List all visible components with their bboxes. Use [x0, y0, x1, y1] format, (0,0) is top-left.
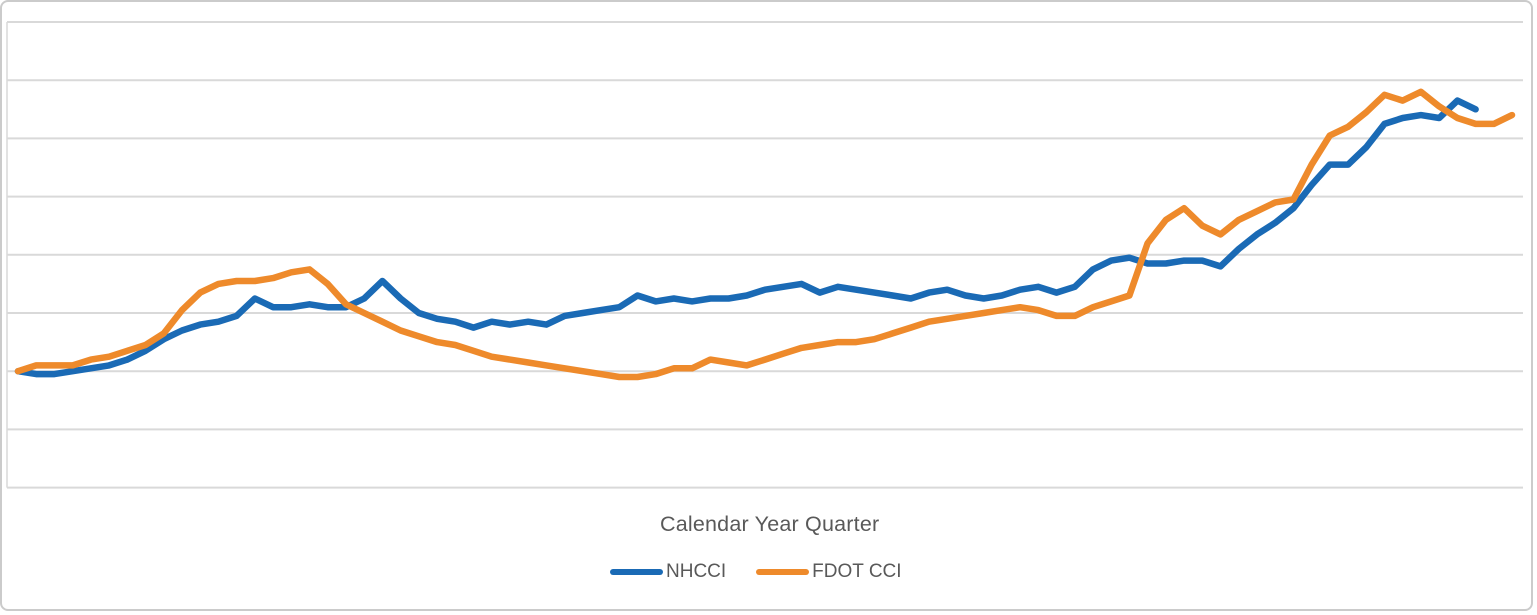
- x-axis-title: Calendar Year Quarter: [660, 512, 880, 536]
- fdot-cci-line-swatch: [756, 568, 810, 576]
- nhcci-line-swatch: [610, 568, 663, 576]
- series-lines: [14, 88, 1516, 381]
- legend: NHCCI FDOT CCI: [610, 561, 902, 583]
- legend-item-nhcci: NHCCI: [610, 561, 726, 583]
- nhcci-line: [14, 97, 1479, 378]
- gridlines: [7, 21, 1523, 489]
- legend-label-fdot-cci: FDOT CCI: [812, 561, 902, 582]
- fdot-cci-line: [14, 88, 1516, 381]
- legend-label-nhcci: NHCCI: [666, 561, 727, 582]
- legend-item-fdot-cci: FDOT CCI: [756, 561, 902, 583]
